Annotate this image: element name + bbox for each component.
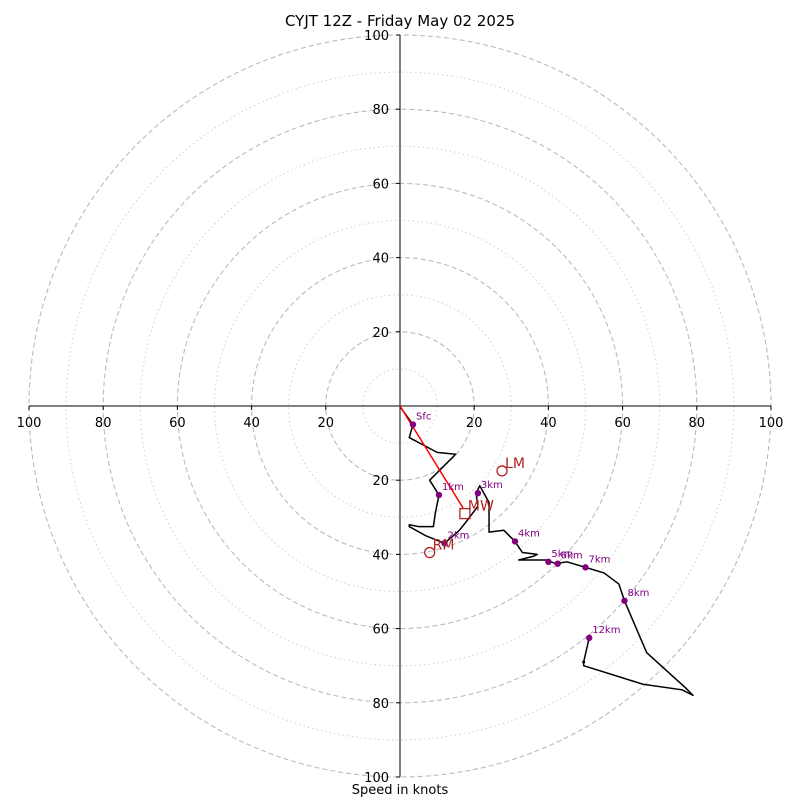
height-marker-8km: [621, 597, 628, 604]
storm-motion-label-RM: RM: [433, 538, 455, 554]
height-label-1km: 1km: [442, 482, 464, 493]
tick-label: 80: [95, 416, 112, 431]
axis-ticks: 20 20 20 20 40 40 40 40 60 60 60 60 80 80 80 80 100 100 10…: [17, 29, 784, 786]
tick-label: 40: [540, 416, 557, 431]
height-label-12km: 12km: [592, 625, 620, 636]
tick-label: 20: [372, 326, 389, 341]
height-label-4km: 4km: [518, 528, 540, 539]
height-marker-12km: [586, 634, 593, 642]
height-marker-2km: [441, 540, 448, 547]
height-marker-4km: [511, 538, 519, 545]
height-marker-3km: [474, 489, 482, 497]
tick-label: 100: [759, 416, 784, 431]
height-label-3km: 3km: [481, 480, 503, 491]
tick-label: 80: [689, 416, 706, 431]
tick-label: 40: [372, 548, 389, 563]
tick-label: 40: [372, 252, 389, 267]
storm-motion-label-MW: MW: [468, 499, 494, 515]
tick-label: 80: [372, 103, 389, 118]
height-label-7km: 7km: [589, 554, 611, 565]
storm-motion-markers: LM MW RM: [424, 456, 525, 559]
tick-label: 60: [372, 177, 389, 192]
height-marker-Sfc: [409, 421, 417, 428]
tick-label: 20: [318, 416, 335, 431]
chart-title: CYJT 12Z - Friday May 02 2025: [284, 12, 516, 30]
x-axis-label: Speed in knots: [351, 783, 449, 798]
storm-motion-RM: [424, 546, 436, 559]
trace-end-point: [582, 660, 586, 664]
storm-motion-LM: [496, 465, 508, 477]
tick-label: 100: [17, 416, 42, 431]
tick-label: 100: [364, 29, 389, 44]
storm-motion-label-LM: LM: [505, 456, 525, 472]
tick-label: 60: [169, 416, 186, 431]
tick-label: 80: [372, 697, 389, 712]
height-label-2km: 2km: [448, 530, 470, 541]
tick-label: 20: [466, 416, 483, 431]
storm-motion-MW: [459, 507, 471, 520]
tick-label: 60: [372, 623, 389, 638]
height-marker-1km: [435, 491, 443, 499]
tick-label: 40: [243, 416, 260, 431]
height-marker-5km: [545, 558, 552, 566]
height-label-8km: 8km: [627, 588, 649, 599]
height-label-6km: 6km: [561, 551, 583, 562]
tick-label: 100: [364, 771, 389, 786]
height-label-Sfc: Sfc: [416, 412, 431, 423]
tick-label: 60: [614, 416, 631, 431]
height-marker-6km: [554, 560, 561, 567]
height-label-5km: 5km: [551, 549, 573, 560]
tick-label: 20: [372, 474, 389, 489]
height-marker-7km: [582, 564, 589, 571]
